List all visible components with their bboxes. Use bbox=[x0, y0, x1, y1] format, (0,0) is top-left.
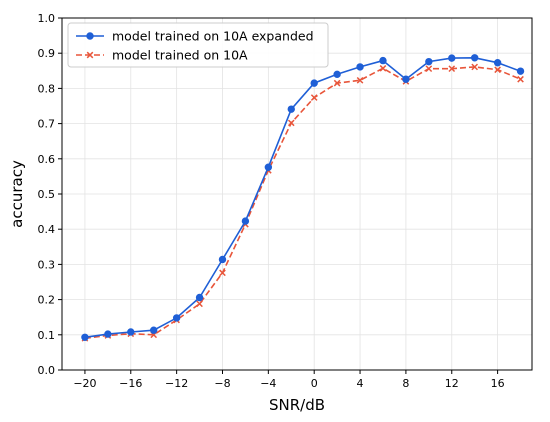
y-tick-label: 0.6 bbox=[38, 153, 56, 166]
legend-marker bbox=[86, 32, 94, 40]
data-point bbox=[196, 300, 203, 308]
x-tick-label: −8 bbox=[214, 377, 230, 390]
legend: model trained on 10A expanded model train… bbox=[67, 22, 329, 68]
data-point bbox=[219, 269, 226, 277]
y-axis-label: accuracy bbox=[8, 160, 26, 228]
series-layer bbox=[81, 54, 525, 342]
x-tick-label: −4 bbox=[260, 377, 276, 390]
data-point bbox=[379, 65, 387, 72]
data-point bbox=[150, 326, 158, 334]
y-tick-label: 0.9 bbox=[38, 47, 56, 60]
axis-ticks: 0.0 0.1 0.2 0.3 0.4 0.5 0.6 0.7 0.8 0.9 1.0 −20 −16 −… bbox=[38, 12, 505, 390]
x-tick-label: −12 bbox=[165, 377, 188, 390]
data-point bbox=[448, 65, 456, 73]
data-point bbox=[310, 94, 318, 101]
data-point bbox=[264, 163, 273, 171]
data-point bbox=[104, 330, 112, 338]
y-tick-label: 0.2 bbox=[38, 294, 56, 307]
legend-marker bbox=[86, 51, 94, 59]
data-point bbox=[218, 255, 227, 264]
data-point bbox=[287, 119, 295, 127]
y-tick-label: 0.7 bbox=[38, 118, 56, 131]
data-point bbox=[356, 63, 364, 71]
y-tick-label: 0.3 bbox=[38, 258, 56, 271]
x-tick-label: 0 bbox=[311, 377, 318, 390]
y-tick-label: 0.0 bbox=[38, 364, 56, 377]
data-point bbox=[195, 293, 204, 302]
data-point bbox=[470, 54, 479, 62]
data-point bbox=[448, 54, 456, 62]
x-tick-label: 12 bbox=[445, 377, 459, 390]
x-tick-label: 4 bbox=[357, 377, 364, 390]
data-point bbox=[127, 328, 135, 336]
data-point bbox=[402, 75, 410, 83]
data-point bbox=[310, 79, 318, 87]
data-point bbox=[172, 314, 181, 322]
data-point bbox=[493, 59, 502, 67]
x-tick-label: −16 bbox=[119, 377, 142, 390]
y-tick-label: 0.5 bbox=[38, 188, 56, 201]
y-tick-label: 0.1 bbox=[38, 329, 56, 342]
x-tick-label: −20 bbox=[73, 377, 96, 390]
data-point bbox=[287, 105, 295, 113]
data-point bbox=[517, 75, 524, 83]
data-point bbox=[356, 76, 364, 84]
data-point bbox=[516, 67, 525, 75]
data-point bbox=[494, 66, 501, 74]
data-point bbox=[81, 333, 89, 341]
legend-label: model trained on 10A bbox=[112, 48, 248, 63]
series-line bbox=[84, 66, 521, 340]
data-point bbox=[425, 57, 433, 66]
y-tick-label: 0.8 bbox=[38, 82, 56, 95]
data-point bbox=[333, 70, 341, 79]
data-point bbox=[379, 56, 387, 65]
y-tick-label: 1.0 bbox=[38, 12, 56, 25]
x-tick-label: 16 bbox=[491, 377, 505, 390]
x-axis-label: SNR/dB bbox=[269, 396, 325, 414]
series-line bbox=[84, 56, 521, 339]
x-tick-label: 8 bbox=[402, 377, 409, 390]
data-point bbox=[333, 79, 341, 87]
legend-label: model trained on 10A expanded bbox=[112, 29, 314, 44]
data-point bbox=[425, 65, 433, 73]
y-tick-label: 0.4 bbox=[38, 223, 56, 236]
data-point bbox=[241, 217, 250, 225]
legend-box bbox=[67, 22, 329, 68]
data-point bbox=[471, 63, 479, 71]
